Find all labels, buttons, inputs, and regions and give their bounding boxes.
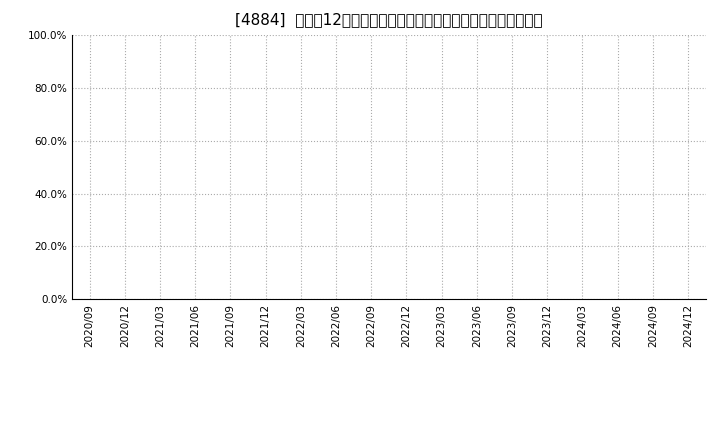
Title: [4884]  売上高12か月移動合計の対前年同期増減率の平均値の推移: [4884] 売上高12か月移動合計の対前年同期増減率の平均値の推移 bbox=[235, 12, 543, 27]
